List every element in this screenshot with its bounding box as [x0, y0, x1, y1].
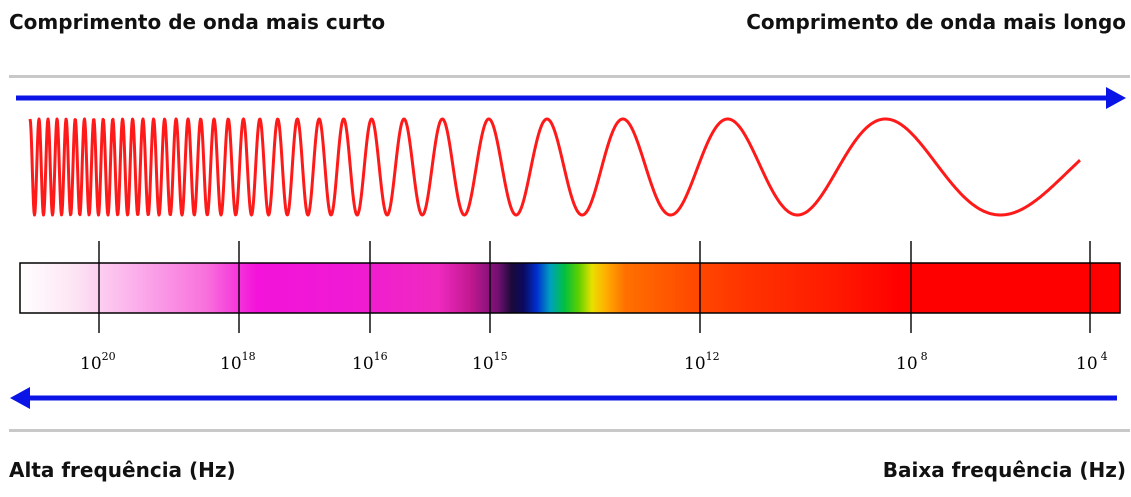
tick-label: 1016 — [352, 350, 388, 374]
tick-label: 1012 — [684, 350, 720, 374]
tick-labels: 1020 1018 1016 1015 1012 10 8 10 4 — [80, 350, 1108, 374]
tick-label: 1020 — [80, 350, 116, 374]
top-divider — [9, 75, 1130, 78]
top-blue-arrow — [16, 87, 1126, 109]
bottom-divider — [9, 429, 1130, 432]
tick-marks — [98, 241, 1091, 333]
tick-label: 10 8 — [896, 350, 928, 374]
long-wavelength-label: Comprimento de onda mais longo — [746, 10, 1126, 34]
tick-label: 10 4 — [1076, 350, 1108, 374]
high-frequency-label: Alta frequência (Hz) — [9, 458, 236, 482]
red-wave — [28, 117, 1081, 217]
tick-label: 1015 — [472, 350, 508, 374]
bottom-blue-arrow — [10, 387, 1117, 409]
spectrum-bar — [19, 262, 1121, 314]
low-frequency-label: Baixa frequência (Hz) — [882, 458, 1126, 482]
tick-label: 1018 — [220, 350, 256, 374]
short-wavelength-label: Comprimento de onda mais curto — [9, 10, 386, 34]
